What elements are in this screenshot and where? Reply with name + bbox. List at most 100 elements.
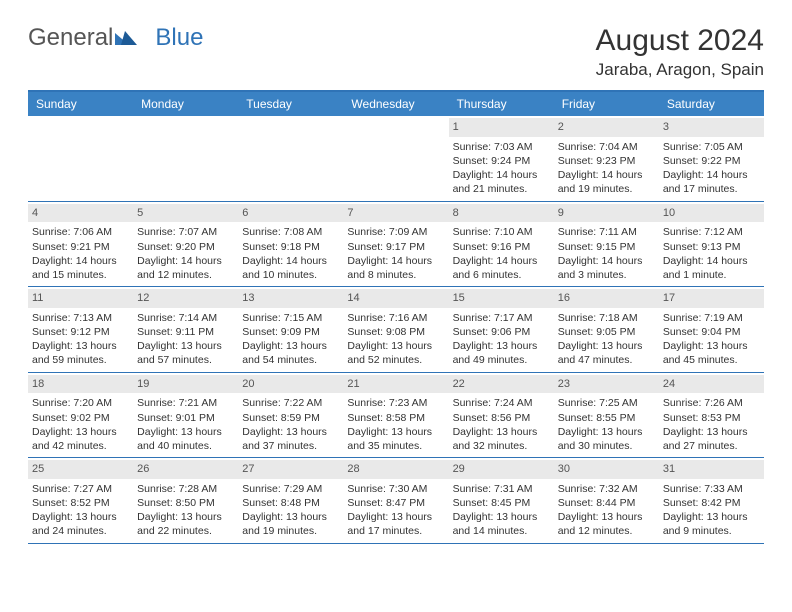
day-text-line: Sunrise: 7:08 AM (242, 225, 339, 239)
day-text-line: Sunset: 9:09 PM (242, 325, 339, 339)
day-text-line: Daylight: 13 hours (347, 425, 444, 439)
day-text-line: Daylight: 13 hours (453, 425, 550, 439)
day-text-line: Sunset: 8:52 PM (32, 496, 129, 510)
day-text-line: Sunrise: 7:28 AM (137, 482, 234, 496)
day-text-line: Sunset: 9:18 PM (242, 240, 339, 254)
day-text-line: and 37 minutes. (242, 439, 339, 453)
day-number: 26 (133, 460, 238, 479)
day-text-line: and 6 minutes. (453, 268, 550, 282)
day-number: 19 (133, 375, 238, 394)
month-title: August 2024 (596, 24, 764, 58)
calendar-day: 3 Sunrise: 7:05 AMSunset: 9:22 PMDaylight… (659, 116, 764, 201)
day-text-line: Sunset: 9:05 PM (558, 325, 655, 339)
day-text-line: and 15 minutes. (32, 268, 129, 282)
day-number: 5 (133, 204, 238, 223)
day-text-line: and 35 minutes. (347, 439, 444, 453)
day-text-line: Sunrise: 7:24 AM (453, 396, 550, 410)
day-number: 16 (554, 289, 659, 308)
day-text-line: Daylight: 13 hours (663, 339, 760, 353)
day-number: 17 (659, 289, 764, 308)
calendar-day (343, 116, 448, 201)
day-number: 11 (28, 289, 133, 308)
day-text-line: and 8 minutes. (347, 268, 444, 282)
day-text-line: Daylight: 14 hours (663, 168, 760, 182)
weekday-header: Friday (554, 92, 659, 116)
day-text-line: Daylight: 13 hours (32, 339, 129, 353)
day-text-line: Sunset: 8:59 PM (242, 411, 339, 425)
calendar-day: 22Sunrise: 7:24 AMSunset: 8:56 PMDayligh… (449, 373, 554, 458)
day-text-line: Sunset: 9:12 PM (32, 325, 129, 339)
day-text-line: Sunset: 9:13 PM (663, 240, 760, 254)
day-text-line: Sunrise: 7:27 AM (32, 482, 129, 496)
calendar-day: 20Sunrise: 7:22 AMSunset: 8:59 PMDayligh… (238, 373, 343, 458)
day-text-line: Sunset: 8:58 PM (347, 411, 444, 425)
day-text-line: Sunset: 8:47 PM (347, 496, 444, 510)
day-text-line: Sunset: 8:53 PM (663, 411, 760, 425)
day-text-line: and 45 minutes. (663, 353, 760, 367)
day-text-line: Sunrise: 7:05 AM (663, 140, 760, 154)
day-number: 27 (238, 460, 343, 479)
day-number: 2 (554, 118, 659, 137)
day-text-line: Sunrise: 7:32 AM (558, 482, 655, 496)
day-text-line: Sunrise: 7:16 AM (347, 311, 444, 325)
day-text-line: and 12 minutes. (558, 524, 655, 538)
day-text-line: and 17 minutes. (347, 524, 444, 538)
calendar-day: 9Sunrise: 7:11 AMSunset: 9:15 PMDaylight… (554, 202, 659, 287)
day-number: 15 (449, 289, 554, 308)
day-text-line: Sunset: 9:06 PM (453, 325, 550, 339)
day-text-line: Daylight: 14 hours (347, 254, 444, 268)
calendar-day: 23Sunrise: 7:25 AMSunset: 8:55 PMDayligh… (554, 373, 659, 458)
calendar-day (28, 116, 133, 201)
calendar-day: 18Sunrise: 7:20 AMSunset: 9:02 PMDayligh… (28, 373, 133, 458)
day-text-line: Sunset: 9:22 PM (663, 154, 760, 168)
day-text-line: Sunrise: 7:12 AM (663, 225, 760, 239)
day-text-line: Sunrise: 7:07 AM (137, 225, 234, 239)
calendar-day: 2Sunrise: 7:04 AMSunset: 9:23 PMDaylight… (554, 116, 659, 201)
day-text-line: Daylight: 14 hours (453, 168, 550, 182)
calendar-day: 1Sunrise: 7:03 AMSunset: 9:24 PMDaylight… (449, 116, 554, 201)
calendar-day: 7Sunrise: 7:09 AMSunset: 9:17 PMDaylight… (343, 202, 448, 287)
day-text-line: Sunset: 9:15 PM (558, 240, 655, 254)
calendar-day: 29Sunrise: 7:31 AMSunset: 8:45 PMDayligh… (449, 458, 554, 543)
day-number: 9 (554, 204, 659, 223)
day-text-line: Sunrise: 7:26 AM (663, 396, 760, 410)
logo-mark-icon (115, 24, 137, 52)
day-text-line: Sunset: 9:21 PM (32, 240, 129, 254)
day-text-line: Sunrise: 7:21 AM (137, 396, 234, 410)
day-text-line: Sunset: 9:02 PM (32, 411, 129, 425)
calendar-day: 16Sunrise: 7:18 AMSunset: 9:05 PMDayligh… (554, 287, 659, 372)
day-text-line: and 42 minutes. (32, 439, 129, 453)
calendar-day: 6Sunrise: 7:08 AMSunset: 9:18 PMDaylight… (238, 202, 343, 287)
day-text-line: Daylight: 14 hours (242, 254, 339, 268)
day-text-line: Sunrise: 7:04 AM (558, 140, 655, 154)
day-text-line: Sunrise: 7:20 AM (32, 396, 129, 410)
day-number: 22 (449, 375, 554, 394)
calendar-day (238, 116, 343, 201)
weekday-header: Wednesday (343, 92, 448, 116)
day-text-line: and 47 minutes. (558, 353, 655, 367)
calendar: SundayMondayTuesdayWednesdayThursdayFrid… (28, 90, 764, 544)
day-text-line: and 3 minutes. (558, 268, 655, 282)
day-text-line: and 52 minutes. (347, 353, 444, 367)
weekday-header-row: SundayMondayTuesdayWednesdayThursdayFrid… (28, 92, 764, 116)
day-text-line: Sunset: 8:45 PM (453, 496, 550, 510)
weekday-header: Tuesday (238, 92, 343, 116)
day-text-line: and 40 minutes. (137, 439, 234, 453)
calendar-day: 21Sunrise: 7:23 AMSunset: 8:58 PMDayligh… (343, 373, 448, 458)
day-number: 3 (659, 118, 764, 137)
day-text-line: Daylight: 13 hours (32, 510, 129, 524)
day-text-line: Daylight: 13 hours (32, 425, 129, 439)
day-text-line: Daylight: 13 hours (558, 510, 655, 524)
header: General Blue August 2024 Jaraba, Aragon,… (28, 24, 764, 80)
day-text-line: Sunrise: 7:17 AM (453, 311, 550, 325)
calendar-day: 5Sunrise: 7:07 AMSunset: 9:20 PMDaylight… (133, 202, 238, 287)
brand-part1: General (28, 24, 113, 52)
day-text-line: and 49 minutes. (453, 353, 550, 367)
day-text-line: and 19 minutes. (558, 182, 655, 196)
calendar-week: 1Sunrise: 7:03 AMSunset: 9:24 PMDaylight… (28, 116, 764, 202)
weeks-container: 1Sunrise: 7:03 AMSunset: 9:24 PMDaylight… (28, 116, 764, 544)
day-text-line: Sunset: 9:20 PM (137, 240, 234, 254)
day-number: 20 (238, 375, 343, 394)
day-number: 12 (133, 289, 238, 308)
day-text-line: and 19 minutes. (242, 524, 339, 538)
